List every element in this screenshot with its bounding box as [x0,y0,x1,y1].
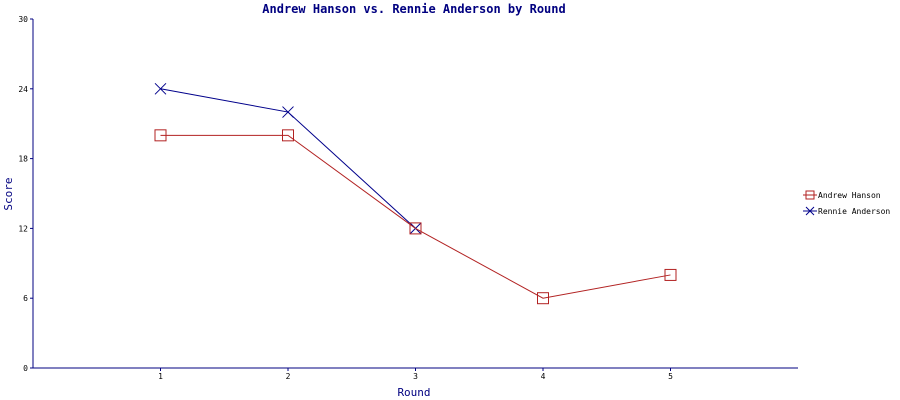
y-tick-label: 12 [18,224,28,233]
x-tick-label: 4 [541,372,546,381]
legend-label: Andrew Hanson [818,191,881,200]
legend: Andrew Hanson Rennie Anderson [803,190,890,216]
y-tick-label: 18 [18,155,28,164]
series-andrew-hanson [154,129,677,305]
x-axis-label: Round [397,386,430,399]
legend-marker [805,206,815,216]
series-line-andrew-hanson [160,134,671,299]
y-tick-label: 24 [18,85,28,94]
legend-item-rennie-anderson: Rennie Anderson [803,206,890,216]
x-tick-label: 5 [668,372,673,381]
data-point-andrew-hanson [664,268,677,281]
legend-label: Rennie Anderson [818,207,890,216]
y-tick-label: 30 [18,15,28,24]
x-tick-label: 1 [158,372,163,381]
series-rennie-anderson [154,82,422,235]
y-tick-label: 0 [23,364,28,373]
legend-item-andrew-hanson: Andrew Hanson [803,190,881,200]
data-point-andrew-hanson [409,222,422,235]
legend-marker [805,190,815,200]
chart-title: Andrew Hanson vs. Rennie Anderson by Rou… [262,2,565,16]
x-tick-label: 2 [286,372,291,381]
data-point-rennie-anderson [154,82,167,95]
series-layer [154,82,677,305]
data-point-andrew-hanson [282,129,294,142]
data-point-andrew-hanson [537,292,549,305]
plot-area [32,19,798,369]
y-axis-ticks: 0 6 12 18 24 30 [18,15,33,373]
x-tick-label: 3 [413,372,418,381]
series-line-rennie-anderson [160,88,416,229]
x-axis-ticks: 1 2 3 4 5 [158,368,673,381]
data-point-andrew-hanson [154,129,167,142]
data-point-rennie-anderson [282,106,294,118]
y-tick-label: 6 [23,294,28,303]
y-axis-label: Score [2,177,15,210]
